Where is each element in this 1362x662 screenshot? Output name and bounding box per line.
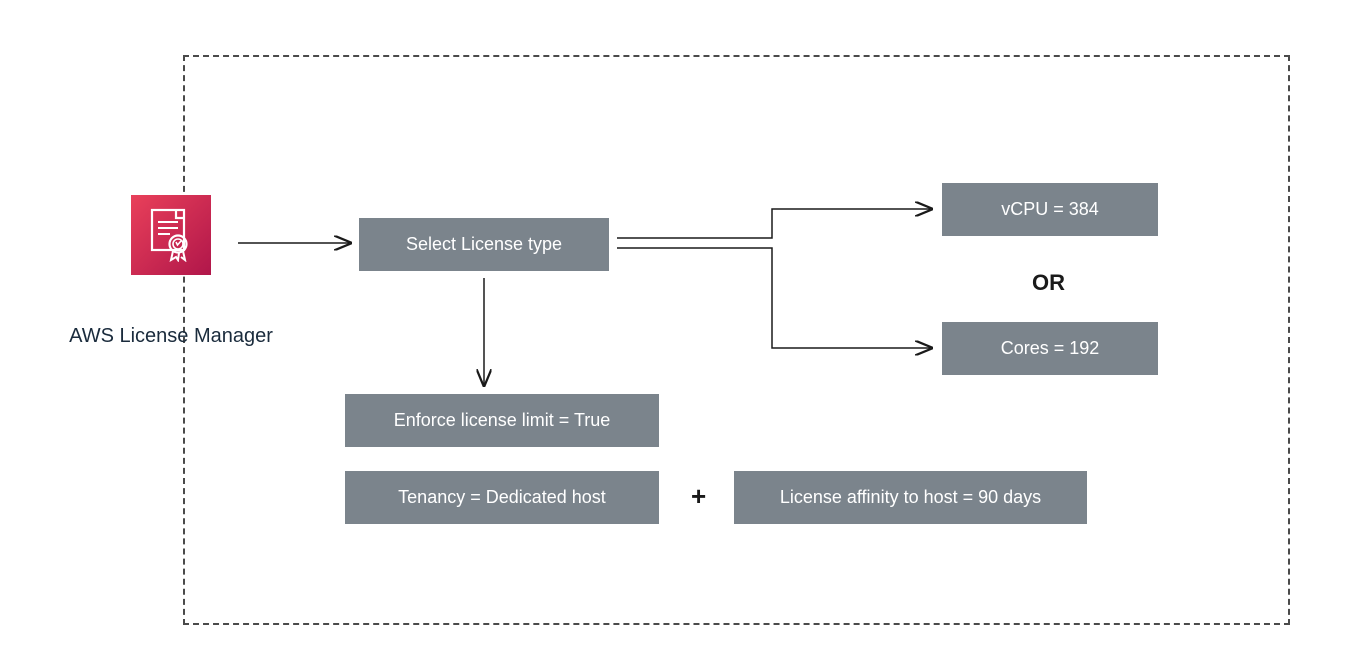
arrow-select-to-cores [0,0,1362,662]
